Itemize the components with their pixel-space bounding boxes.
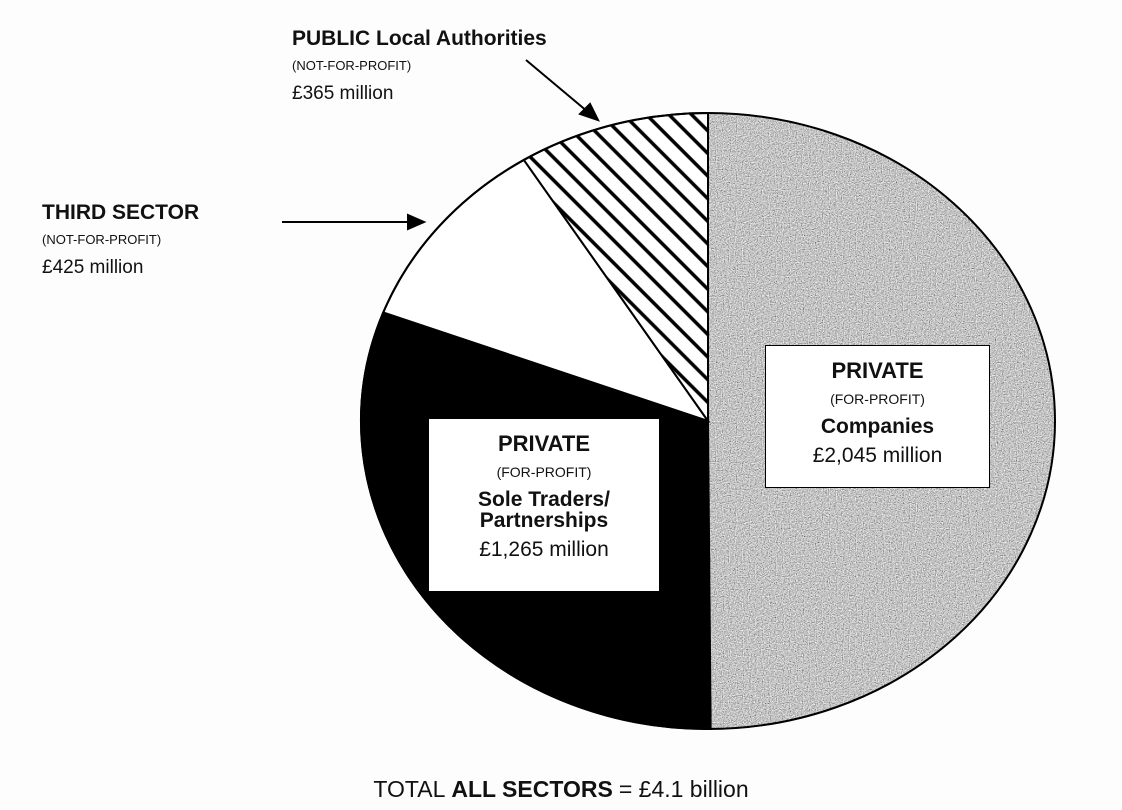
total-emphasis: ALL SECTORS: [451, 776, 613, 802]
slice-label: PRIVATE (FOR-PROFIT) Companies £2,045 milli…: [765, 345, 990, 488]
value-label: £1,265 million: [479, 538, 609, 561]
total-label: TOTAL ALL SECTORS = £4.1 billion: [0, 776, 1122, 803]
profit-label: (NOT-FOR-PROFIT): [42, 232, 162, 247]
arrow-head: [407, 213, 427, 231]
total-prefix: TOTAL: [373, 776, 446, 802]
value-label: £2,045 million: [812, 444, 943, 467]
arrows: [282, 59, 600, 231]
total-value: = £4.1 billion: [618, 776, 749, 802]
sector-label: PRIVATE: [497, 431, 591, 456]
arrow: [525, 59, 589, 113]
slice-label: PRIVATE (FOR-PROFIT) Sole Traders/ Partner…: [428, 418, 660, 592]
category-label: PUBLIC Local Authorities: [292, 27, 547, 50]
category-label: Companies: [820, 415, 935, 438]
category-label: Sole Traders/ Partnerships: [478, 488, 610, 532]
arrow-head: [578, 102, 600, 122]
value-label: £365 million: [292, 83, 394, 104]
profit-label: (FOR-PROFIT): [496, 464, 592, 480]
profit-label: (FOR-PROFIT): [830, 391, 925, 407]
slice-label: PUBLIC Local Authorities (NOT-FOR-PROFIT)…: [292, 28, 672, 103]
profit-label: (NOT-FOR-PROFIT): [292, 58, 412, 73]
slice-label: THIRD SECTOR (NOT-FOR-PROFIT) £425 million: [42, 202, 282, 277]
sector-label: PRIVATE: [831, 358, 924, 383]
value-label: £425 million: [42, 257, 144, 278]
category-label: THIRD SECTOR: [42, 201, 200, 224]
pie-outline: [360, 112, 1056, 730]
